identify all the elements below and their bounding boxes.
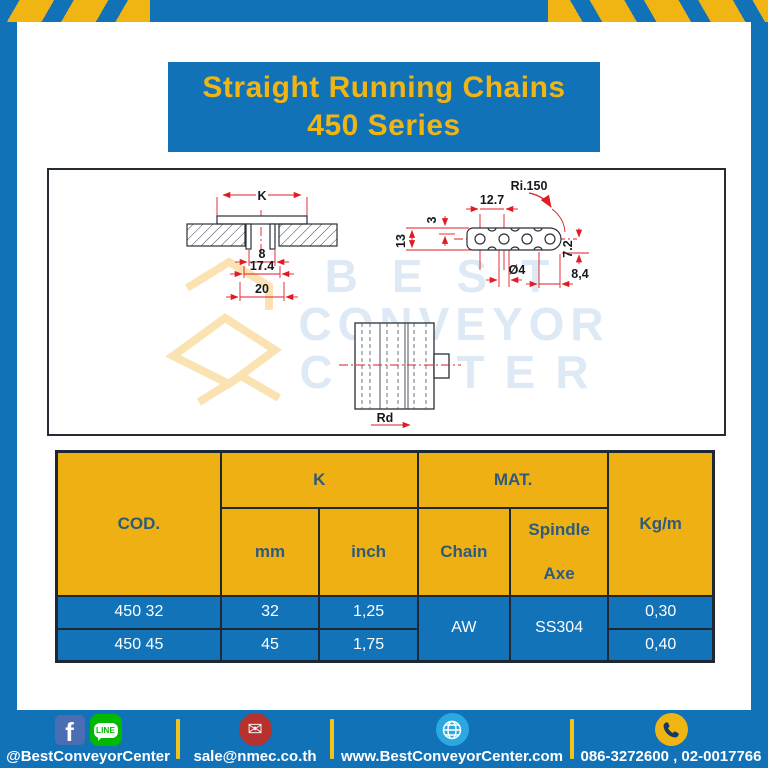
footer-divider (330, 719, 334, 759)
line-icon-bubble: LINE (93, 722, 118, 741)
dim-label-20: 20 (255, 282, 269, 296)
top-view: Rd (339, 322, 461, 429)
globe-icon[interactable] (435, 713, 469, 746)
watermark-word-conveyor: CONVEYOR (298, 298, 609, 350)
footer-email-section[interactable]: ✉ sale@nmec.co.th (180, 710, 330, 768)
column-header-mm: mm (219, 506, 321, 597)
phone-icon[interactable] (654, 713, 688, 746)
specification-table: COD. K MAT. Kg/m mm inch Chain Spindle A… (55, 450, 715, 663)
dim-label-17-4: 17.4 (250, 259, 274, 273)
column-header-cod: COD. (55, 450, 222, 597)
dim-label-8-4: 8,4 (571, 267, 588, 281)
technical-drawing: BEST CONVEYOR CENTER (165, 179, 609, 429)
watermark-text: BEST CONVEYOR CENTER (298, 250, 609, 398)
cell-inch-1-75: 1,75 (318, 627, 419, 663)
email-icon[interactable]: ✉ (238, 713, 272, 746)
column-header-mat: MAT. (416, 450, 610, 509)
cell-chain-material: AW (416, 594, 511, 663)
column-header-spindle-axe: Spindle Axe (508, 506, 610, 597)
column-header-k: K (219, 450, 419, 509)
cell-inch-1-25: 1,25 (318, 594, 419, 630)
cell-spindle-material: SS304 (508, 594, 610, 663)
cell-kgm-0-30: 0,30 (607, 594, 715, 630)
column-header-spindle: Spindle (528, 519, 590, 539)
dim-label-13: 13 (394, 234, 408, 248)
cell-kgm-0-40: 0,40 (607, 627, 715, 663)
dim-label-3: 3 (425, 216, 439, 223)
footer-divider (570, 719, 574, 759)
footer-phone-section[interactable]: 086-3272600 , 02-0017766 (574, 710, 768, 768)
page-content: Straight Running Chains 450 Series (17, 22, 751, 710)
column-header-inch: inch (318, 506, 419, 597)
contact-footer: f LINE @BestConveyorCenter ✉ sale@nmec.c… (0, 710, 768, 768)
website-label[interactable]: www.BestConveyorCenter.com (340, 748, 563, 765)
dim-label-dia4: Ø4 (509, 263, 526, 277)
social-handle-label[interactable]: @BestConveyorCenter (6, 748, 170, 765)
facebook-icon[interactable]: f (54, 715, 85, 745)
hazard-stripes-right (548, 0, 768, 22)
dim-label-12-7: 12.7 (480, 193, 504, 207)
column-header-kgm: Kg/m (607, 450, 715, 597)
dim-label-rd: Rd (377, 411, 394, 425)
technical-drawing-panel: BEST CONVEYOR CENTER (47, 168, 726, 436)
front-view: K 8 17.4 20 (186, 189, 338, 301)
table-row: 450 32 32 1,25 AW SS304 0,30 (55, 594, 715, 663)
page-title-line2: 450 Series (307, 109, 461, 142)
cell-cod-450-32: 450 32 (55, 594, 222, 630)
cell-mm-45: 45 (219, 627, 321, 663)
cell-cod-450-45: 450 45 (55, 627, 222, 663)
title-banner: Straight Running Chains 450 Series (168, 62, 600, 152)
footer-divider (176, 719, 180, 759)
dim-label-7-2: 7.2 (561, 240, 575, 257)
page-title-line1: Straight Running Chains (202, 71, 566, 104)
footer-website-section[interactable]: www.BestConveyorCenter.com (334, 710, 570, 768)
dim-label-ri150: Ri.150 (511, 179, 548, 193)
cell-mm-32: 32 (219, 594, 321, 630)
watermark-word-best: BEST (325, 250, 584, 302)
hazard-stripes-left (0, 0, 150, 22)
hazard-top-bar (0, 0, 768, 22)
line-icon[interactable]: LINE (89, 714, 122, 746)
column-header-chain: Chain (416, 506, 511, 597)
column-header-axe: Axe (543, 563, 575, 583)
dim-label-k: K (257, 189, 266, 203)
phone-label[interactable]: 086-3272600 , 02-0017766 (580, 748, 762, 765)
watermark-word-center: CENTER (299, 346, 608, 398)
side-view: Ri.150 12.7 3 13 Ø4 7.2 8,4 (394, 179, 589, 288)
footer-social-section[interactable]: f LINE @BestConveyorCenter (0, 710, 176, 768)
dim-label-8: 8 (259, 247, 266, 261)
email-label[interactable]: sale@nmec.co.th (193, 748, 317, 765)
table-row: 450 45 45 1,75 0,40 (55, 627, 715, 663)
